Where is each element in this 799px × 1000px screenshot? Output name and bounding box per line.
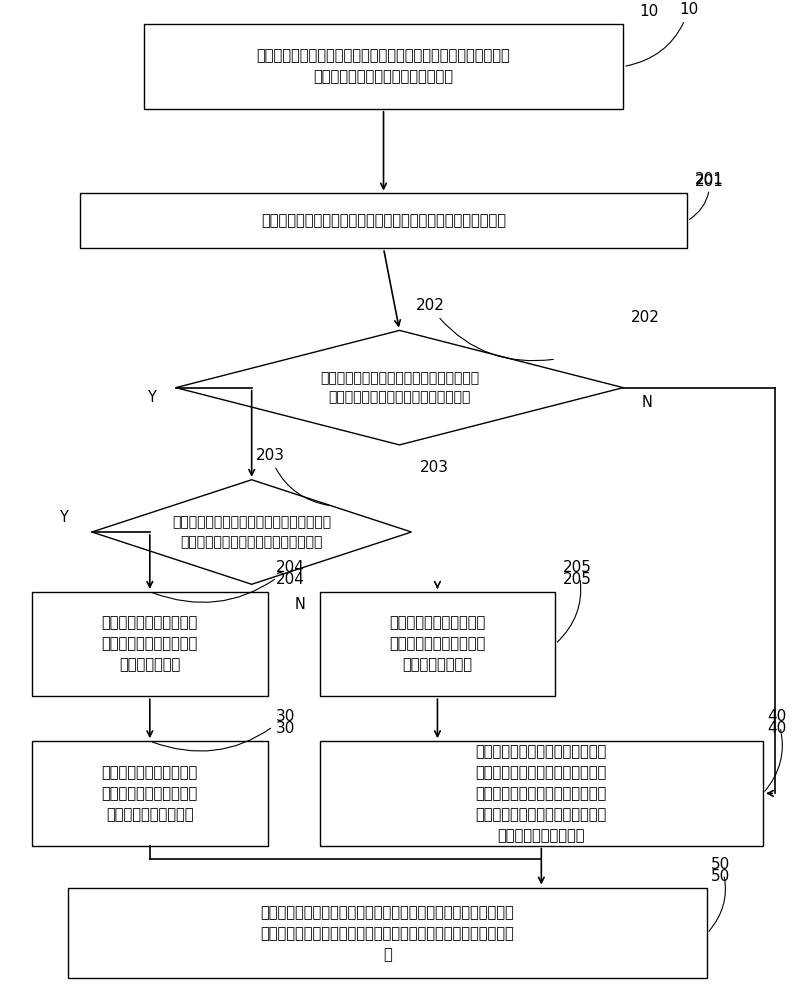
Text: 确认特征数据库中存在该
待确认声纹特征对应的驾
驶模式参数信息: 确认特征数据库中存在该 待确认声纹特征对应的驾 驶模式参数信息 <box>101 616 198 673</box>
Text: 确认特征数据库中不存在
该待确认声纹特征对应的
驾驶模式参数信息: 确认特征数据库中不存在 该待确认声纹特征对应的 驾驶模式参数信息 <box>389 616 486 673</box>
Text: 40: 40 <box>765 709 786 791</box>
Text: 10: 10 <box>639 4 658 19</box>
Text: 205: 205 <box>563 572 592 587</box>
Text: 204: 204 <box>276 572 304 587</box>
Text: 50: 50 <box>711 869 730 884</box>
Text: 比较该待确认声纹特征与匹配度最高的参考
声纹特征之间的差异是否小于预设阈值: 比较该待确认声纹特征与匹配度最高的参考 声纹特征之间的差异是否小于预设阈值 <box>320 371 479 404</box>
Text: 查询该匹配度最高的参考声纹特征所在用户
信息条目中是否存在驾驶模式参数信息: 查询该匹配度最高的参考声纹特征所在用户 信息条目中是否存在驾驶模式参数信息 <box>172 515 332 549</box>
FancyBboxPatch shape <box>144 24 623 109</box>
Text: 40: 40 <box>767 721 786 736</box>
Text: 203: 203 <box>419 460 448 475</box>
Text: 响应于接收到车辆上用户发出的特定内容的语音指令，获取该语音
指令的声纹特征作为待确认声纹特征: 响应于接收到车辆上用户发出的特定内容的语音指令，获取该语音 指令的声纹特征作为待… <box>256 49 511 85</box>
Text: N: N <box>642 395 653 410</box>
Text: 10: 10 <box>626 2 698 66</box>
Text: 204: 204 <box>153 560 304 602</box>
Text: 201: 201 <box>690 172 724 219</box>
Text: 50: 50 <box>709 857 730 931</box>
Text: 201: 201 <box>695 174 724 189</box>
Text: 基于该待确认声纹特征对
应的驾驶模式参数信息调
节车辆当前的驾驶模式: 基于该待确认声纹特征对 应的驾驶模式参数信息调 节车辆当前的驾驶模式 <box>101 765 198 822</box>
Text: 30: 30 <box>276 721 295 736</box>
FancyBboxPatch shape <box>32 592 268 696</box>
Text: 30: 30 <box>153 709 295 751</box>
Text: 203: 203 <box>256 448 329 505</box>
Polygon shape <box>176 330 623 445</box>
FancyBboxPatch shape <box>32 741 268 846</box>
Text: 205: 205 <box>558 560 592 642</box>
Text: 202: 202 <box>631 310 660 325</box>
FancyBboxPatch shape <box>80 193 687 248</box>
Polygon shape <box>92 480 411 584</box>
Text: N: N <box>294 597 305 612</box>
Text: Y: Y <box>147 390 157 405</box>
Text: Y: Y <box>59 510 69 525</box>
Text: 从特征数据库查询与待确认声纹特征匹配度最高的参考声纹特征: 从特征数据库查询与待确认声纹特征匹配度最高的参考声纹特征 <box>261 213 506 228</box>
FancyBboxPatch shape <box>320 741 763 846</box>
Text: 在用户驾驶车辆的过程中，采集该用户的驾驶模式参数信息，并在
特征数据库中该用户的用户信息条目中记录用户的驾驶模式参数信
息: 在用户驾驶车辆的过程中，采集该用户的驾驶模式参数信息，并在 特征数据库中该用户的… <box>260 905 515 962</box>
Text: 采集用户特定内容的语音指令，形
成该用户的参考声纹特征，在特征
数据库中创建该用户的用户信息条
目，并在该用户的用户信息条目记
录用户的参考声纹特征: 采集用户特定内容的语音指令，形 成该用户的参考声纹特征，在特征 数据库中创建该用… <box>475 744 607 843</box>
FancyBboxPatch shape <box>320 592 555 696</box>
Text: 202: 202 <box>415 298 554 361</box>
FancyBboxPatch shape <box>68 888 707 978</box>
